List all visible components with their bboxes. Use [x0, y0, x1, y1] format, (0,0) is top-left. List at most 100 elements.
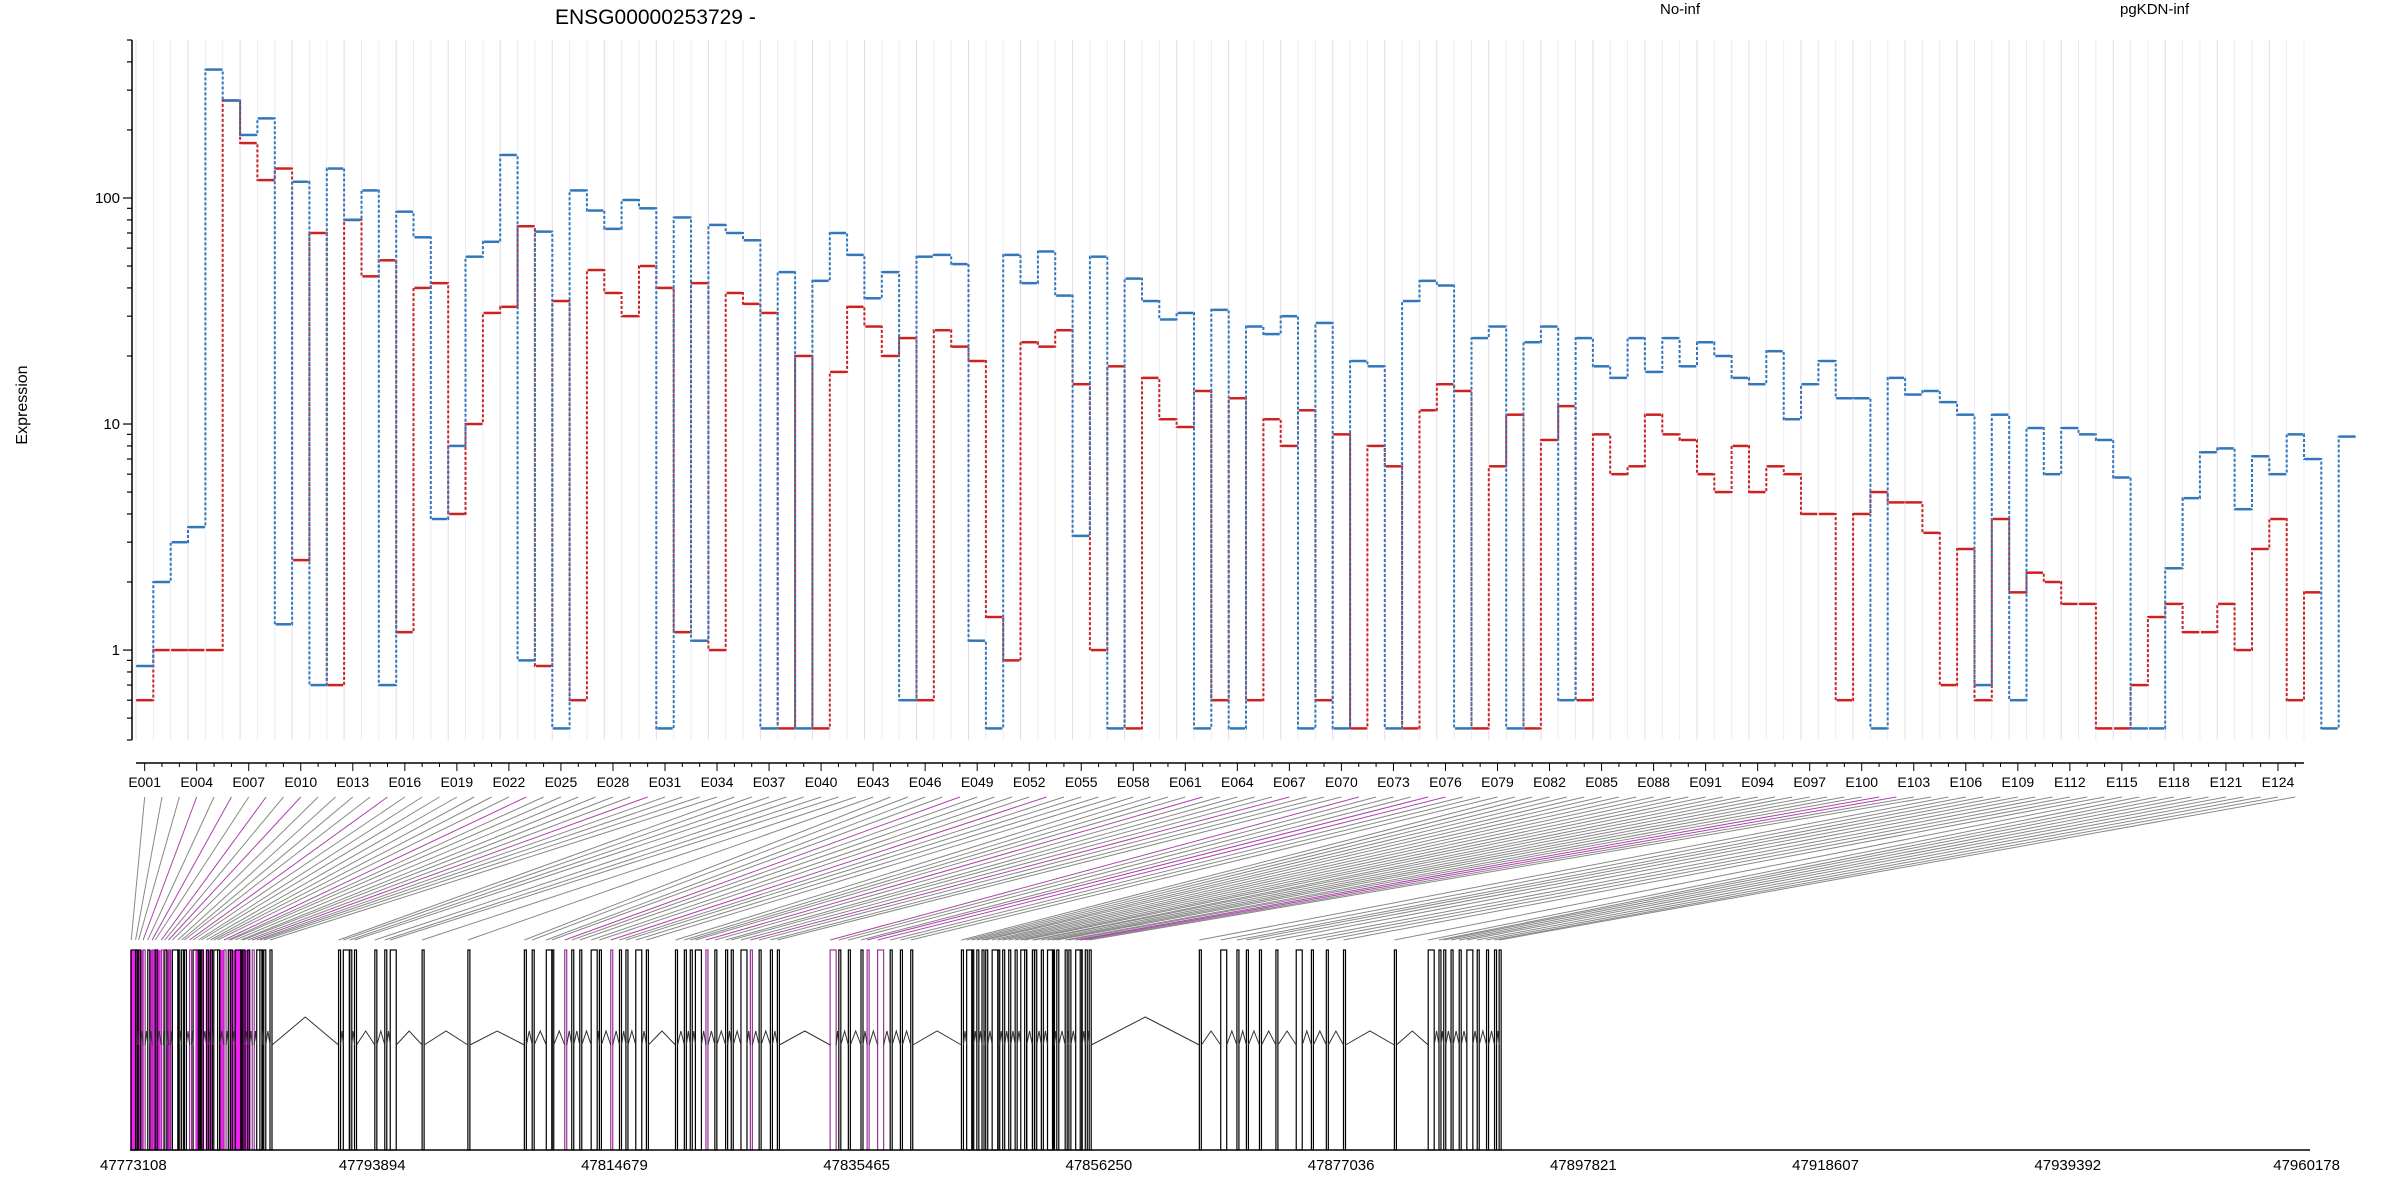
intron-line [835, 1030, 840, 1046]
exon-connector [690, 796, 1169, 941]
exon-block [213, 949, 221, 1151]
exon-connector [192, 796, 406, 941]
exon-connector [172, 796, 319, 941]
exon-connector [217, 796, 510, 941]
intron-line [716, 1029, 727, 1046]
exon-connector [230, 796, 562, 941]
highlighted-exon-block [230, 950, 250, 1150]
exon-label: E037 [753, 774, 786, 790]
intron-line [596, 1030, 600, 1046]
intron-line [1036, 1030, 1042, 1046]
exon-connector [619, 796, 1065, 941]
exon-connector [1032, 796, 1741, 941]
exon-connector [349, 796, 770, 941]
exon-connector [256, 796, 666, 941]
exon-connector [1220, 796, 1966, 941]
intron-line [1090, 1016, 1200, 1046]
exon-block [142, 949, 146, 1151]
intron-line [156, 1030, 162, 1046]
exon-label: E064 [1221, 774, 1254, 790]
exon-connector [269, 796, 718, 941]
exon-label: E100 [1845, 774, 1878, 790]
exon-connector [532, 796, 908, 941]
exon-block [337, 949, 342, 1151]
exon-connector [235, 796, 579, 941]
intron-line [553, 1029, 566, 1046]
intron-line [1277, 1030, 1297, 1046]
exon-block [725, 949, 729, 1151]
intron-line [962, 1030, 968, 1046]
intron-line [999, 1030, 1004, 1046]
exon-connector [1438, 796, 2157, 941]
exon-label: E028 [597, 774, 630, 790]
intron-line [883, 1030, 891, 1046]
exon-block [610, 949, 614, 1151]
intron-line [1452, 1030, 1460, 1046]
exon-block [1002, 949, 1006, 1151]
intron-line [1081, 1030, 1086, 1046]
exon-block [645, 949, 649, 1151]
exon-block [579, 949, 583, 1151]
intron-line [862, 1030, 868, 1046]
intron-line [244, 1030, 249, 1046]
intron-line [265, 1030, 271, 1046]
exon-block [689, 949, 693, 1151]
y-axis-label: Expression [14, 365, 31, 444]
genomic-coordinate-label: 47939392 [2034, 1157, 2101, 1174]
exon-block [838, 949, 842, 1151]
exon-block [1325, 949, 1329, 1151]
exon-connector [177, 796, 336, 941]
exon-connector [1394, 796, 2122, 941]
genomic-coordinate-axis: 47773108 47793894 47814679 47835465 47856250… [100, 1157, 2340, 1174]
genomic-coordinate-label: 47897821 [1550, 1157, 1617, 1174]
exon-label: E067 [1273, 774, 1306, 790]
exon-connector [213, 796, 492, 941]
genomic-coordinate-label: 47835465 [823, 1157, 890, 1174]
exon-connector [1246, 796, 2001, 941]
exon-block [705, 949, 709, 1151]
exon-connector [838, 796, 1377, 941]
exon-connector [684, 796, 1151, 941]
exon-connector [695, 796, 1186, 941]
exon-connector [966, 796, 1533, 941]
exon-block [1088, 949, 1092, 1151]
exon-label: E112 [2054, 774, 2086, 790]
exon-block [847, 949, 851, 1151]
exon-block [1258, 949, 1263, 1151]
exon-block [1443, 949, 1447, 1151]
highlighted-exon-block [130, 950, 144, 1150]
exon-connector [1080, 796, 1897, 941]
intron-line [912, 1030, 962, 1046]
exon-block [694, 949, 703, 1151]
exon-block [769, 949, 774, 1151]
exon-block [217, 949, 221, 1151]
exon-block [374, 949, 378, 1151]
exon-connector [181, 796, 354, 941]
intron-line [1488, 1030, 1496, 1046]
gene-model [130, 949, 2310, 1151]
intron-line [1301, 1029, 1312, 1046]
exon-connector [635, 796, 1099, 941]
exon-block [829, 949, 837, 1151]
intron-line [779, 1030, 831, 1046]
exon-block [1458, 949, 1462, 1151]
exon-label: E022 [493, 774, 526, 790]
y-axis: 1 10 100 [95, 39, 133, 741]
intron-line [533, 1029, 547, 1046]
exon-block [1427, 949, 1435, 1151]
exon-label: E097 [1793, 774, 1826, 790]
intron-line [423, 1030, 469, 1046]
exon-block [960, 949, 965, 1151]
exon-label: E121 [2210, 774, 2243, 790]
exon-connector [1477, 796, 2244, 941]
exon-label: E070 [1325, 774, 1358, 790]
exon-block [625, 949, 629, 1151]
exon-connector [571, 796, 978, 941]
exon-connector [130, 796, 146, 941]
exon-connector [1443, 796, 2175, 941]
intron-line [1010, 1030, 1016, 1046]
intron-line [1042, 1030, 1049, 1046]
y-tick-label: 10 [103, 416, 120, 433]
exon-label: E052 [1013, 774, 1046, 790]
exon-connector [384, 796, 822, 941]
